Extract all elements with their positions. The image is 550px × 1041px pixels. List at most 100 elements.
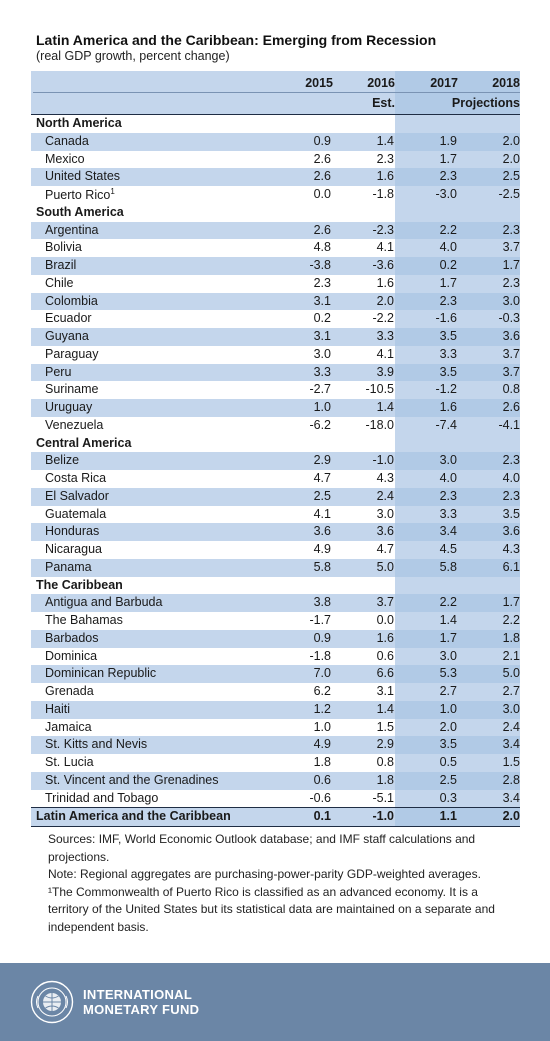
- table-row: Argentina 2.6 -2.3 2.2 2.3: [31, 221, 520, 240]
- country-name: Antigua and Barbuda: [45, 595, 163, 610]
- value-2015: 2.9: [313, 453, 331, 468]
- value-2018: 3.5: [502, 506, 520, 521]
- country-name: Brazil: [45, 258, 77, 272]
- value-2017: 3.4: [439, 524, 457, 539]
- value-2016: -1.0: [372, 453, 394, 468]
- country-name: Guyana: [45, 329, 89, 343]
- value-2016: 6.6: [376, 666, 394, 681]
- value-2015: 1.0: [313, 400, 331, 414]
- table-row: Guyana 3.1 3.3 3.5 3.6: [31, 328, 520, 346]
- value-2015: 4.9: [313, 542, 331, 556]
- table-body: North America Canada 0.9 1.4 1.9 2.0 Mexico 2.6…: [31, 115, 520, 827]
- value-2016: 5.0: [376, 559, 394, 574]
- footer-band: [0, 963, 550, 1041]
- section-name: Central America: [36, 435, 132, 450]
- value-2015: -3.8: [309, 258, 331, 272]
- country-name: Chile: [45, 275, 74, 290]
- value-2016: -1.8: [372, 187, 394, 201]
- value-2017: 3.5: [439, 329, 457, 343]
- section-header-row: The Caribbean: [31, 576, 520, 595]
- value-2016: -10.5: [365, 382, 395, 397]
- value-2018: 2.5: [502, 169, 520, 184]
- value-2016: 4.3: [376, 471, 394, 485]
- country-name: Haiti: [45, 701, 71, 716]
- value-2016: 1.8: [376, 772, 394, 787]
- table-row: Honduras 3.6 3.6 3.4 3.6: [31, 523, 520, 541]
- table-row: El Salvador 2.5 2.4 2.3 2.3: [31, 487, 520, 506]
- table-row: Ecuador 0.2 -2.2 -1.6 -0.3: [31, 310, 520, 328]
- year-2018: 2018: [492, 76, 520, 90]
- year-2017: 2017: [430, 76, 458, 90]
- table-row: St. Vincent and the Grenadines 0.6 1.8 2.5 2…: [31, 771, 520, 790]
- notes: Sources: IMF, World Economic Outlook dat…: [36, 831, 506, 936]
- value-2017: 5.8: [439, 559, 457, 574]
- value-2017: 1.9: [439, 133, 457, 148]
- country-name: Uruguay: [45, 400, 93, 414]
- section-name: The Caribbean: [36, 577, 123, 592]
- value-2016: 0.6: [376, 648, 394, 663]
- value-2017: 4.0: [439, 240, 457, 255]
- value-2016: -2.3: [372, 222, 394, 237]
- value-2015: 2.6: [313, 151, 331, 166]
- value-2017: 1.0: [439, 701, 457, 716]
- country-name: Nicaragua: [45, 542, 102, 556]
- value-2018: 2.4: [502, 719, 520, 734]
- value-2015: 4.8: [313, 240, 331, 255]
- value-2017: 4.5: [439, 542, 457, 556]
- value-2015: 0.9: [313, 133, 331, 148]
- value-2018: 3.6: [502, 524, 520, 539]
- country-name: Paraguay: [45, 346, 99, 361]
- country-name: Puerto Rico1: [45, 187, 115, 203]
- aggregate-note: Note: Regional aggregates are purchasing…: [48, 867, 481, 881]
- value-2015: -0.6: [309, 790, 331, 805]
- value-2015: 4.7: [313, 471, 331, 485]
- table-row: Paraguay 3.0 4.1 3.3 3.7: [31, 345, 520, 364]
- gdp-table: 2015 2016 2017 2018 Est. Projections Nor…: [31, 71, 520, 827]
- value-2015: 3.1: [313, 293, 331, 308]
- value-2017: 2.2: [439, 595, 457, 610]
- value-2015: 4.1: [313, 506, 331, 521]
- country-name: Suriname: [45, 382, 99, 397]
- table-row: Antigua and Barbuda 3.8 3.7 2.2 1.7: [31, 594, 520, 612]
- country-name: The Bahamas: [45, 613, 123, 627]
- value-2015: 3.8: [313, 595, 331, 610]
- value-2017: 3.5: [439, 364, 457, 379]
- section-name: North America: [36, 116, 122, 130]
- value-2015: -2.7: [309, 382, 331, 397]
- value-2018: 2.6: [502, 400, 520, 414]
- value-2018: -4.1: [498, 417, 520, 432]
- value-2017: 2.0: [439, 719, 457, 734]
- value-2017: 5.3: [439, 666, 457, 681]
- table-row: St. Lucia 1.8 0.8 0.5 1.5: [31, 754, 520, 772]
- table-row: Belize 2.9 -1.0 3.0 2.3: [31, 452, 520, 470]
- puerto-rico-footnote: ¹The Commonwealth of Puerto Rico is clas…: [48, 884, 495, 934]
- table-row: Nicaragua 4.9 4.7 4.5 4.3: [31, 541, 520, 559]
- country-name: Costa Rica: [45, 471, 107, 485]
- table-row: Dominican Republic 7.0 6.6 5.3 5.0: [31, 665, 520, 683]
- projections-label: Projections: [451, 96, 520, 110]
- value-2016: 1.4: [376, 133, 394, 148]
- value-2016: 2.3: [376, 151, 394, 166]
- value-2015: 3.6: [313, 524, 331, 539]
- value-2016: 2.0: [376, 293, 394, 308]
- country-name: Bolivia: [45, 240, 82, 255]
- brand-line-1: INTERNATIONAL: [83, 987, 193, 1002]
- country-name: Mexico: [45, 151, 85, 166]
- country-name: St. Lucia: [45, 755, 94, 769]
- country-name: Belize: [45, 453, 80, 468]
- total-row: Latin America and the Caribbean 0.1 -1.0 1.…: [31, 807, 520, 827]
- table-row: Canada 0.9 1.4 1.9 2.0: [31, 132, 520, 151]
- value-2015: -1.7: [309, 613, 331, 627]
- value-2016: 4.1: [376, 346, 394, 361]
- country-name: Colombia: [45, 293, 98, 308]
- country-name: Dominica: [45, 648, 98, 663]
- value-2015: 2.5: [313, 488, 331, 503]
- value-2018: 3.4: [502, 737, 520, 752]
- country-name: Trinidad and Tobago: [45, 790, 159, 805]
- value-2018: -0.3: [498, 311, 520, 326]
- value-2015: 0.2: [313, 311, 331, 326]
- table-row: Guatemala 4.1 3.0 3.3 3.5: [31, 505, 520, 524]
- value-2016: -3.6: [372, 258, 394, 272]
- value-2017: -7.4: [435, 417, 457, 432]
- value-2018: 3.6: [502, 329, 520, 343]
